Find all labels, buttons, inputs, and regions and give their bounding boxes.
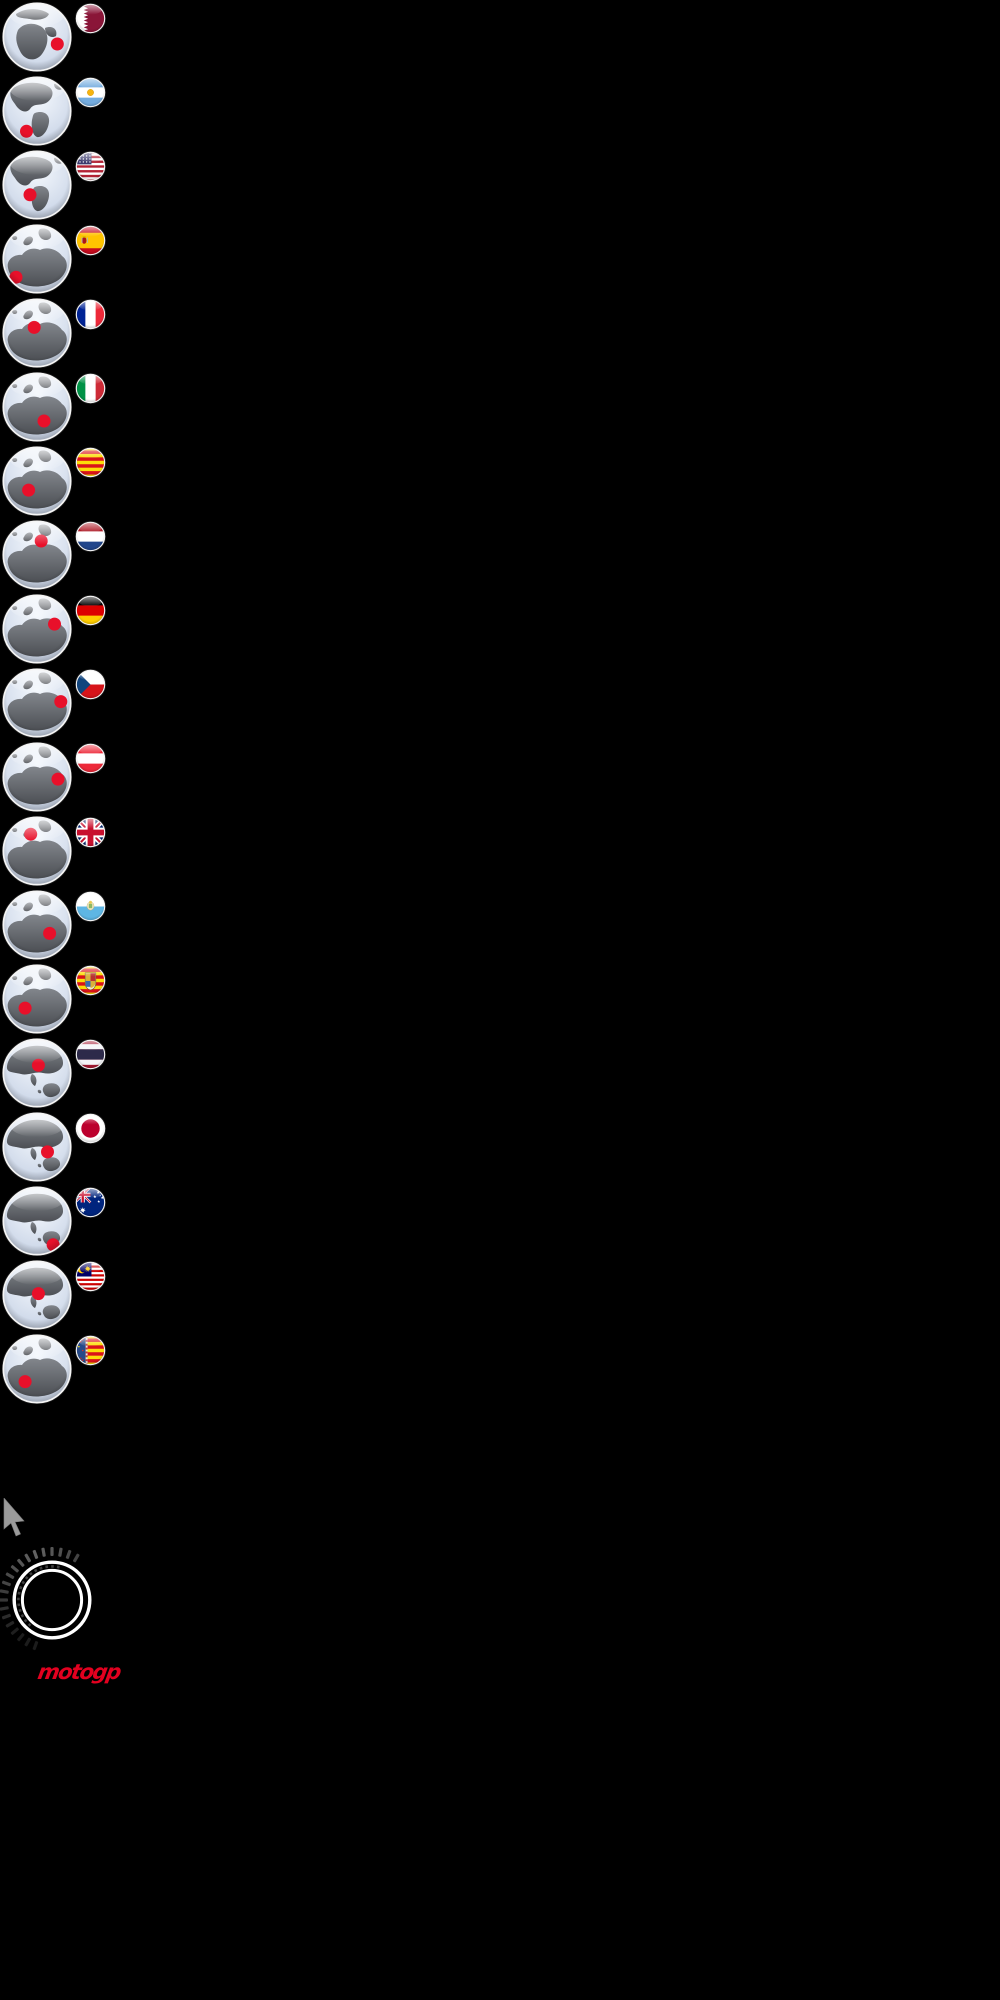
globe-icon-italy[interactable] xyxy=(2,372,72,442)
flag-icon-sanmarino[interactable] xyxy=(75,891,106,922)
globe-icon-japan[interactable] xyxy=(2,1112,72,1182)
grand-prix-item-japan[interactable] xyxy=(0,1112,110,1186)
grand-prix-item-australia[interactable] xyxy=(0,1186,110,1260)
flag-icon-netherlands[interactable] xyxy=(75,521,106,552)
flag-icon-czech[interactable] xyxy=(75,669,106,700)
globe-icon-qatar[interactable] xyxy=(2,2,72,72)
globe-icon-malaysia[interactable] xyxy=(2,1260,72,1330)
grand-prix-item-italy[interactable] xyxy=(0,372,110,446)
flag-icon-argentina[interactable] xyxy=(75,77,106,108)
flag-icon-aragon[interactable] xyxy=(75,965,106,996)
globe-icon-valencia[interactable] xyxy=(2,1334,72,1404)
flag-icon-japan[interactable] xyxy=(75,1113,106,1144)
grand-prix-item-germany[interactable] xyxy=(0,594,110,668)
flag-icon-spain[interactable] xyxy=(75,225,106,256)
loading-spinner-icon xyxy=(0,1544,108,1656)
globe-icon-usa[interactable] xyxy=(2,150,72,220)
grand-prix-item-malaysia[interactable] xyxy=(0,1260,110,1334)
grand-prix-item-aragon[interactable] xyxy=(0,964,110,1038)
globe-icon-spain[interactable] xyxy=(2,224,72,294)
globe-icon-australia[interactable] xyxy=(2,1186,72,1256)
motogp-logo: motogp xyxy=(35,1660,122,1684)
flag-icon-australia[interactable] xyxy=(75,1187,106,1218)
grand-prix-item-argentina[interactable] xyxy=(0,76,110,150)
flag-icon-germany[interactable] xyxy=(75,595,106,626)
grand-prix-item-catalonia[interactable] xyxy=(0,446,110,520)
globe-icon-sanmarino[interactable] xyxy=(2,890,72,960)
globe-icon-uk[interactable] xyxy=(2,816,72,886)
flag-icon-france[interactable] xyxy=(75,299,106,330)
globe-icon-argentina[interactable] xyxy=(2,76,72,146)
grand-prix-item-sanmarino[interactable] xyxy=(0,890,110,964)
globe-icon-thailand[interactable] xyxy=(2,1038,72,1108)
globe-icon-austria[interactable] xyxy=(2,742,72,812)
globe-icon-czech[interactable] xyxy=(2,668,72,738)
flag-icon-usa[interactable] xyxy=(75,151,106,182)
mouse-cursor-icon xyxy=(3,1498,27,1537)
globe-icon-aragon[interactable] xyxy=(2,964,72,1034)
globe-icon-germany[interactable] xyxy=(2,594,72,664)
flag-icon-uk[interactable] xyxy=(75,817,106,848)
flag-icon-catalonia[interactable] xyxy=(75,447,106,478)
grand-prix-item-thailand[interactable] xyxy=(0,1038,110,1112)
grand-prix-item-qatar[interactable] xyxy=(0,2,110,76)
globe-icon-catalonia[interactable] xyxy=(2,446,72,516)
flag-icon-austria[interactable] xyxy=(75,743,106,774)
globe-icon-france[interactable] xyxy=(2,298,72,368)
grand-prix-item-valencia[interactable] xyxy=(0,1334,110,1408)
grand-prix-item-czech[interactable] xyxy=(0,668,110,742)
globe-icon-netherlands[interactable] xyxy=(2,520,72,590)
flag-icon-thailand[interactable] xyxy=(75,1039,106,1070)
flag-icon-qatar[interactable] xyxy=(75,3,106,34)
grand-prix-item-austria[interactable] xyxy=(0,742,110,816)
flag-icon-malaysia[interactable] xyxy=(75,1261,106,1292)
grand-prix-item-usa[interactable] xyxy=(0,150,110,224)
grand-prix-item-netherlands[interactable] xyxy=(0,520,110,594)
grand-prix-item-france[interactable] xyxy=(0,298,110,372)
grand-prix-item-spain[interactable] xyxy=(0,224,110,298)
flag-icon-valencia[interactable] xyxy=(75,1335,106,1366)
flag-icon-italy[interactable] xyxy=(75,373,106,404)
grand-prix-item-uk[interactable] xyxy=(0,816,110,890)
